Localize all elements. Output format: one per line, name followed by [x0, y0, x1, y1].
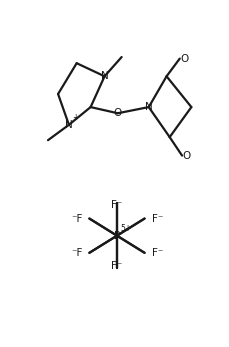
- Text: N: N: [145, 102, 153, 112]
- Text: P: P: [114, 231, 120, 241]
- Text: F⁻: F⁻: [152, 213, 163, 223]
- Text: F⁻: F⁻: [152, 248, 163, 258]
- Text: O: O: [183, 151, 191, 161]
- Text: +: +: [72, 113, 78, 122]
- Text: F⁻: F⁻: [111, 200, 123, 210]
- Text: ⁻F: ⁻F: [71, 248, 82, 258]
- Text: ⁻F: ⁻F: [71, 213, 82, 223]
- Text: O: O: [180, 53, 188, 64]
- Text: N: N: [101, 71, 109, 81]
- Text: F⁻: F⁻: [111, 261, 123, 271]
- Text: N: N: [65, 120, 73, 130]
- Text: 5+: 5+: [120, 223, 131, 232]
- Text: O: O: [114, 108, 122, 118]
